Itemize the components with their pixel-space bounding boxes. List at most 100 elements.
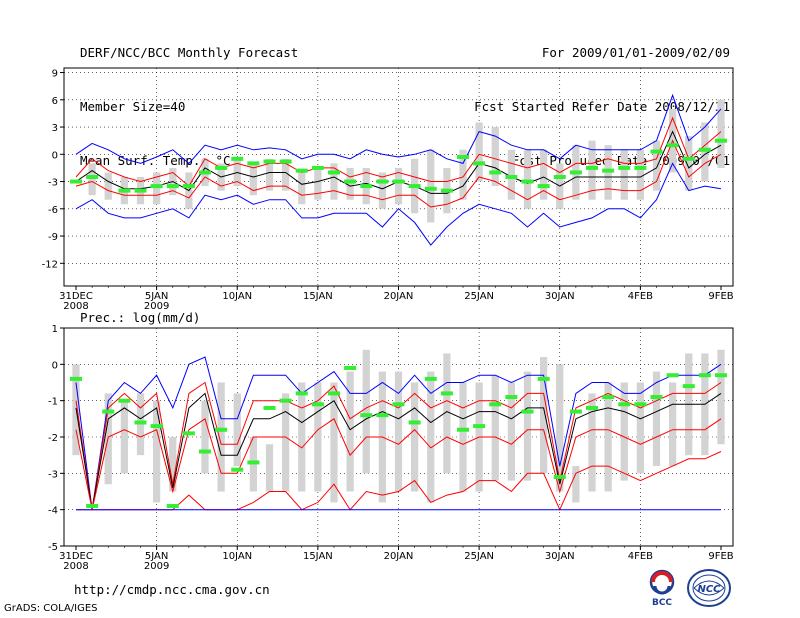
spread-box bbox=[152, 400, 161, 503]
observed-marker bbox=[698, 147, 711, 152]
spread-box bbox=[636, 382, 645, 474]
x-tick-label: 5JAN bbox=[145, 291, 168, 302]
spread-box bbox=[265, 444, 274, 492]
spread-box bbox=[539, 149, 548, 200]
spread-box bbox=[298, 382, 306, 492]
observed-marker bbox=[698, 373, 711, 378]
series-line-upper bbox=[75, 116, 722, 187]
observed-marker bbox=[360, 184, 373, 189]
spread-box bbox=[620, 149, 628, 200]
observed-marker bbox=[440, 188, 453, 193]
observed-marker bbox=[86, 175, 99, 179]
spread-box bbox=[620, 382, 628, 481]
observed-marker bbox=[118, 188, 131, 193]
spread-box bbox=[394, 371, 403, 492]
observed-marker bbox=[279, 159, 292, 164]
spread-box bbox=[685, 136, 693, 191]
observed-marker bbox=[344, 365, 357, 370]
spread-box bbox=[427, 149, 435, 223]
observed-marker bbox=[650, 149, 663, 154]
observed-marker bbox=[328, 391, 340, 396]
x-tick-label: 30JAN bbox=[545, 291, 575, 302]
observed-marker bbox=[569, 170, 582, 175]
spread-box bbox=[394, 167, 403, 205]
observed-marker bbox=[618, 402, 631, 407]
observed-marker bbox=[199, 449, 211, 454]
spread-box bbox=[491, 375, 499, 481]
observed-marker bbox=[118, 398, 131, 403]
observed-marker bbox=[70, 376, 82, 381]
header-left: DERF/NCC/BCC Monthly Forecast Member Siz… bbox=[80, 8, 298, 188]
observed-marker bbox=[86, 504, 99, 509]
observed-marker bbox=[199, 170, 211, 175]
spread-box bbox=[588, 393, 596, 492]
observed-marker bbox=[344, 179, 357, 184]
observed-marker bbox=[505, 175, 518, 179]
observed-marker bbox=[473, 161, 486, 166]
x-tick-label: 9FEB bbox=[708, 551, 733, 562]
spread-box bbox=[378, 172, 387, 209]
header-title: DERF/NCC/BCC Monthly Forecast bbox=[80, 45, 299, 60]
spread-box bbox=[523, 371, 532, 481]
observed-marker bbox=[247, 161, 260, 166]
spread-box bbox=[652, 371, 661, 467]
observed-marker bbox=[553, 175, 566, 179]
observed-marker bbox=[424, 376, 437, 381]
spread-box bbox=[427, 371, 435, 503]
x-tick-label: 5JAN bbox=[145, 551, 168, 562]
x-tick-label: 25JAN bbox=[464, 551, 494, 562]
y-tick-label: -3 bbox=[48, 469, 58, 480]
spread-box bbox=[314, 382, 322, 492]
observed-marker bbox=[473, 424, 486, 429]
observed-marker bbox=[715, 138, 727, 143]
spread-box bbox=[588, 140, 596, 200]
observed-marker bbox=[295, 391, 308, 396]
spread-box bbox=[556, 364, 564, 492]
observed-marker bbox=[537, 376, 550, 381]
observed-marker bbox=[70, 179, 82, 184]
source-url[interactable]: http://cmdp.ncc.cma.gov.cn bbox=[74, 582, 270, 597]
grads-credit: GrADS: COLA/IGES bbox=[4, 603, 98, 614]
ncc-logo: NCC bbox=[687, 569, 731, 607]
spread-box bbox=[281, 393, 290, 492]
observed-marker bbox=[376, 413, 389, 418]
observed-marker bbox=[279, 398, 292, 403]
y-tick-label: 6 bbox=[52, 96, 58, 107]
spread-box bbox=[201, 400, 209, 474]
observed-marker bbox=[586, 405, 598, 410]
spread-box bbox=[701, 122, 709, 182]
x-tick-year: 2008 bbox=[63, 301, 88, 312]
observed-marker bbox=[602, 395, 615, 400]
spread-box bbox=[717, 349, 725, 445]
spread-box bbox=[169, 437, 177, 492]
observed-marker bbox=[360, 413, 373, 418]
observed-marker bbox=[650, 395, 663, 400]
header-period: For 2009/01/01-2009/02/09 bbox=[541, 45, 730, 60]
x-tick-year: 2009 bbox=[144, 301, 169, 312]
observed-marker bbox=[682, 384, 695, 389]
observed-marker bbox=[150, 424, 163, 429]
x-tick-label: 15JAN bbox=[303, 291, 333, 302]
y-tick-label: -2 bbox=[48, 433, 58, 444]
x-tick-label: 20JAN bbox=[384, 291, 414, 302]
series-line-lower bbox=[75, 418, 722, 510]
observed-marker bbox=[634, 402, 647, 407]
spread-box bbox=[233, 393, 241, 467]
observed-marker bbox=[247, 460, 260, 465]
x-tick-label: 4FEB bbox=[628, 551, 653, 562]
observed-marker bbox=[166, 184, 179, 189]
observed-marker bbox=[134, 420, 147, 425]
x-tick-label: 4FEB bbox=[628, 291, 653, 302]
spread-box bbox=[249, 163, 258, 196]
observed-marker bbox=[586, 165, 598, 170]
observed-marker bbox=[618, 165, 631, 170]
spread-box bbox=[346, 167, 354, 200]
y-tick-label: -1 bbox=[48, 397, 58, 408]
y-tick-label: 9 bbox=[52, 69, 58, 80]
spread-box bbox=[475, 122, 483, 182]
x-tick-label: 31DEC bbox=[59, 551, 93, 562]
spread-box bbox=[410, 382, 419, 492]
observed-marker bbox=[408, 420, 421, 425]
observed-marker bbox=[457, 155, 469, 160]
